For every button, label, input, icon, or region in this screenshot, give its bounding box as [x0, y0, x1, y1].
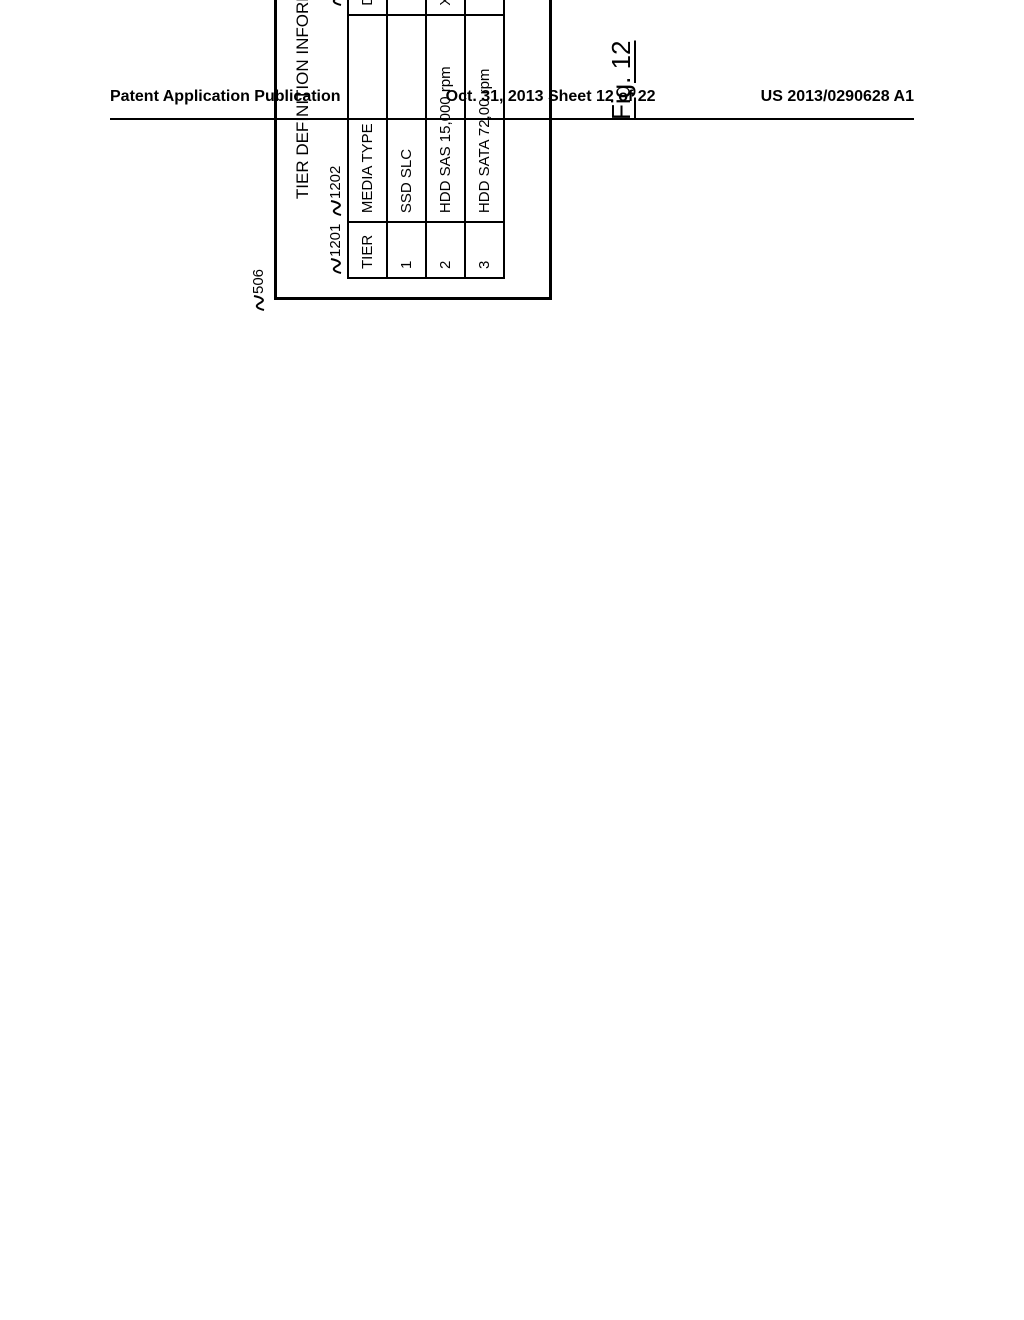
cell-default: 1206	[465, 0, 504, 15]
cell-media: HDD SATA 72,00 rpm	[465, 15, 504, 222]
header-right: US 2013/0290628 A1	[761, 88, 914, 106]
figure-caption: Fig. 12	[606, 41, 637, 121]
cell-default: 1204	[387, 0, 426, 15]
col-header-media: MEDIA TYPE	[348, 15, 387, 222]
ref-squiggle-icon	[327, 199, 343, 217]
cell-tier: 3	[465, 222, 504, 278]
ref-squiggle-icon	[327, 0, 343, 7]
cell-tier: 2	[426, 222, 465, 278]
figure-12: 506 TIER DEFINITION INFORMATION 1201 120…	[274, 0, 552, 300]
ref-label-box: 506	[250, 269, 267, 312]
ref-squiggle-icon	[250, 294, 266, 312]
ref-squiggle-icon	[327, 257, 343, 275]
cell-tier: 1	[387, 222, 426, 278]
cell-media: HDD SAS 15,000 rpm	[426, 15, 465, 222]
col-header-default: DEFAULT TIER	[348, 0, 387, 15]
table-row: 2 HDD SAS 15,000 rpm X 1205	[426, 0, 465, 278]
table-header-row: TIER MEDIA TYPE DEFAULT TIER	[348, 0, 387, 278]
table-row: 3 HDD SATA 72,00 rpm 1206	[465, 0, 504, 278]
tier-definition-table: TIER MEDIA TYPE DEFAULT TIER 1 SSD SLC 1…	[347, 0, 505, 279]
col-header-tier: TIER	[348, 222, 387, 278]
table-row: 1 SSD SLC 1204	[387, 0, 426, 278]
cell-default: X 1205	[426, 0, 465, 15]
ref-label-col-default: 1203	[327, 0, 344, 7]
tier-definition-box: TIER DEFINITION INFORMATION 1201 1202 12…	[274, 0, 552, 300]
box-title: TIER DEFINITION INFORMATION	[293, 0, 313, 279]
cell-media: SSD SLC	[387, 15, 426, 222]
ref-label-col-media: 1202	[327, 166, 344, 217]
ref-label-col-tier: 1201	[327, 224, 344, 275]
